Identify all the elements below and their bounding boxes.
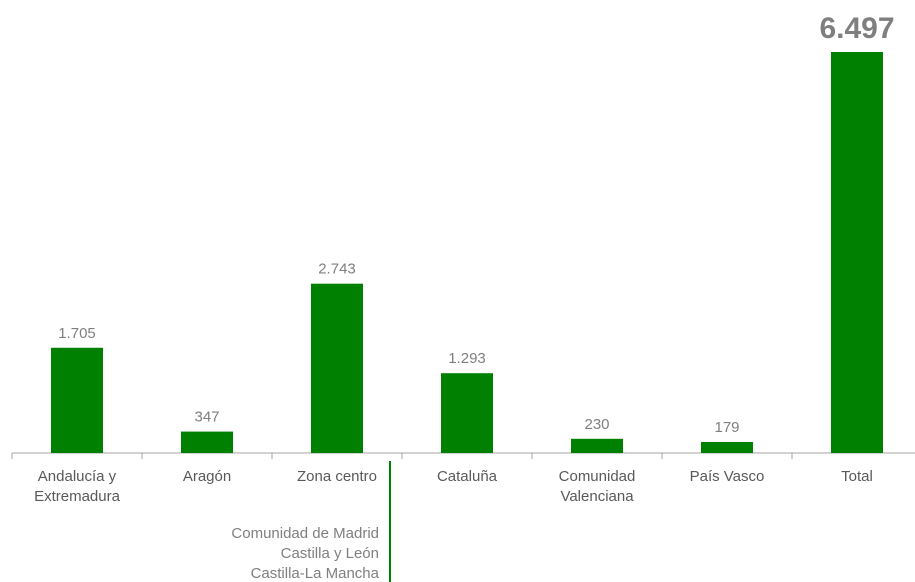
bar [571, 438, 623, 453]
zona-centro-region-label: Castilla-La Mancha [251, 565, 380, 582]
data-label: 1.705 [58, 325, 96, 342]
data-label: 2.743 [318, 261, 356, 278]
bar [181, 431, 233, 453]
category-label: Valenciana [560, 488, 634, 505]
bar [51, 347, 103, 453]
data-label: 6.497 [819, 12, 894, 45]
category-label: Extremadura [34, 488, 121, 505]
category-label: Total [841, 468, 873, 485]
category-label: Andalucía y [38, 468, 117, 485]
bar [311, 283, 363, 453]
bar [441, 373, 493, 453]
data-label: 347 [194, 409, 219, 426]
zona-centro-region-label: Comunidad de Madrid [231, 525, 379, 542]
data-label: 179 [714, 419, 739, 436]
category-label: Comunidad [559, 468, 636, 485]
zona-centro-region-label: Castilla y León [281, 545, 379, 562]
category-label: Aragón [183, 468, 231, 485]
category-label: Zona centro [297, 468, 377, 485]
bar [831, 52, 883, 453]
data-label: 1.293 [448, 350, 486, 367]
category-label: País Vasco [690, 468, 765, 485]
category-label: Cataluña [437, 468, 498, 485]
data-label: 230 [584, 416, 609, 433]
bar [701, 441, 753, 453]
